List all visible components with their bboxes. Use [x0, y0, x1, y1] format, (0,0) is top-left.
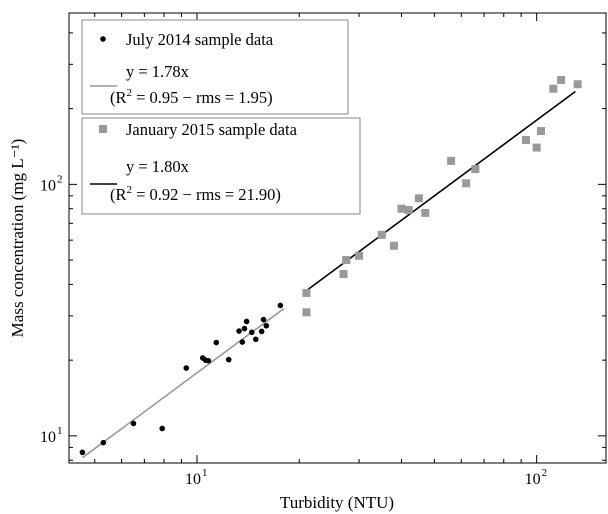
stats-prefix: (R: [110, 185, 127, 204]
y-axis-label: Mass concentration (mg L⁻¹): [8, 139, 27, 338]
legend: July 2014 sample data y = 1.78x (R2 = 0.…: [81, 19, 361, 215]
fit-january-line: [305, 90, 576, 292]
legend-stats-july: (R2 = 0.95 − rms = 1.95): [110, 87, 273, 107]
data-point-july: [79, 449, 86, 456]
data-point-july: [236, 328, 242, 334]
legend-equation-january: y = 1.80x: [126, 157, 190, 176]
data-point-january: [537, 126, 546, 135]
data-point-july: [225, 356, 232, 363]
data-point-january: [397, 204, 406, 213]
data-points: [79, 75, 582, 456]
data-point-july: [258, 328, 265, 335]
data-point-january: [557, 75, 566, 84]
data-point-july: [260, 316, 267, 323]
data-point-july: [100, 439, 107, 446]
data-point-july: [277, 302, 284, 309]
data-point-july: [183, 365, 190, 371]
legend-marker-july: [100, 36, 106, 42]
data-point-january: [573, 80, 582, 89]
y-tick-label: 10: [40, 177, 56, 194]
data-point-july: [243, 318, 250, 325]
data-point-january: [355, 251, 364, 260]
axis-ticks: 10 1 10 210 110 2: [40, 13, 606, 488]
data-point-january: [377, 230, 386, 239]
data-point-january: [549, 84, 558, 93]
legend-label-january: January 2015 sample data: [126, 120, 298, 139]
data-point-january: [521, 136, 530, 145]
data-point-july: [263, 322, 270, 329]
x-tick-label: 10: [185, 471, 201, 488]
legend-box-july: [81, 19, 349, 115]
plot-frame: [68, 12, 607, 464]
stats-prefix: (R: [110, 88, 127, 107]
data-point-july: [205, 357, 212, 364]
y-tick-label: 10: [40, 429, 56, 446]
data-point-july: [241, 325, 248, 332]
stats-superscript: 2: [127, 184, 133, 196]
x-axis-label: Turbidity (NTU): [280, 493, 394, 512]
data-point-january: [302, 308, 311, 317]
x-tick-exponent: 1: [202, 467, 208, 479]
data-point-january: [421, 208, 430, 217]
data-point-january: [339, 270, 348, 279]
data-point-july: [253, 336, 259, 343]
data-point-july: [239, 339, 246, 345]
data-point-january: [389, 241, 398, 250]
legend-stats-january: (R2 = 0.92 − rms = 21.90): [110, 184, 281, 204]
data-point-july: [130, 420, 137, 427]
stats-suffix: = 0.92 − rms = 21.90): [132, 185, 281, 204]
data-point-january: [404, 206, 413, 215]
data-point-january: [342, 256, 351, 265]
data-point-january: [532, 143, 541, 152]
data-point-january: [447, 156, 456, 165]
legend-marker-january: [99, 125, 107, 133]
legend-label-july: July 2014 sample data: [126, 30, 274, 49]
stats-superscript: 2: [127, 87, 133, 99]
x-tick-label: 10: [525, 471, 541, 488]
stats-suffix: = 0.95 − rms = 1.95): [132, 88, 273, 107]
data-point-july: [159, 425, 166, 432]
data-point-january: [471, 165, 480, 174]
legend-equation-july: y = 1.78x: [126, 62, 190, 81]
data-point-january: [414, 194, 423, 203]
data-point-july: [248, 329, 255, 336]
data-point-january: [462, 179, 471, 188]
x-tick-exponent: 2: [542, 467, 548, 479]
legend-box-january: [81, 117, 361, 215]
y-tick-exponent: 1: [57, 425, 63, 437]
data-point-july: [213, 339, 220, 346]
y-tick-exponent: 2: [57, 173, 63, 185]
data-point-january: [302, 288, 311, 297]
